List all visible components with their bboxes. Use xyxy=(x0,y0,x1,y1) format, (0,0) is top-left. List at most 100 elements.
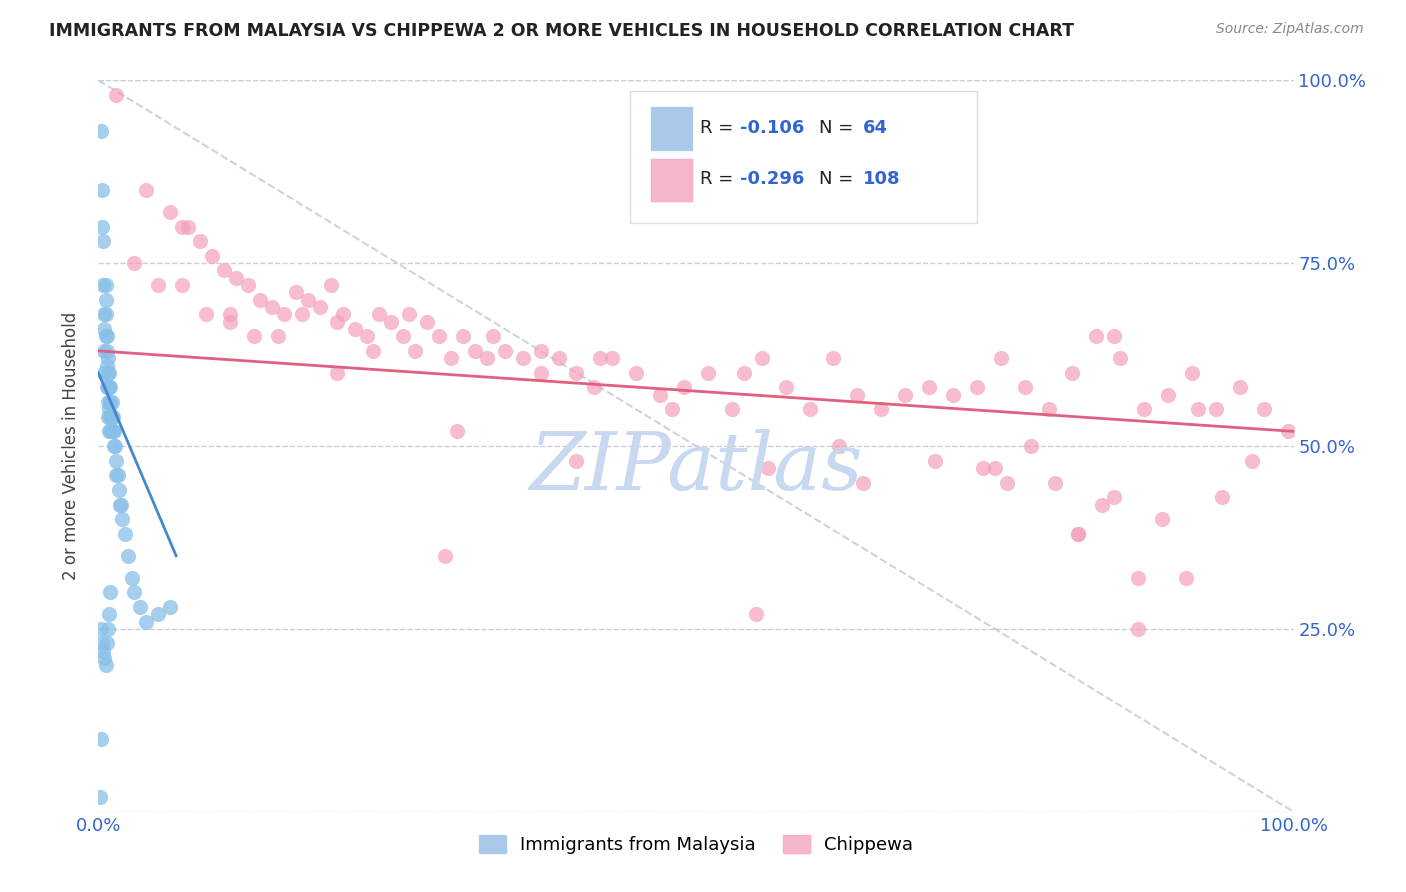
Point xyxy=(90,124,112,138)
Point xyxy=(135,615,157,629)
Point xyxy=(697,366,720,380)
Point xyxy=(249,293,271,307)
Point xyxy=(1277,425,1299,439)
Point xyxy=(159,599,181,614)
Point xyxy=(380,315,402,329)
Point xyxy=(135,183,157,197)
Point xyxy=(751,351,773,366)
Point xyxy=(219,315,242,329)
Point xyxy=(1067,526,1090,541)
Point xyxy=(745,607,768,622)
Point xyxy=(1128,622,1150,636)
Point xyxy=(966,380,988,394)
Point xyxy=(159,205,181,219)
Point xyxy=(129,599,152,614)
Point xyxy=(98,607,121,622)
Point xyxy=(94,278,117,293)
Text: -0.106: -0.106 xyxy=(740,119,804,136)
Point xyxy=(870,402,893,417)
Point xyxy=(308,300,330,314)
Point xyxy=(1175,571,1198,585)
Point xyxy=(195,307,218,321)
Point xyxy=(111,512,134,526)
Point xyxy=(212,263,235,277)
Point xyxy=(1211,490,1233,504)
Point xyxy=(148,278,170,293)
Point xyxy=(97,409,120,424)
Point xyxy=(94,307,117,321)
Point xyxy=(823,351,845,366)
Point xyxy=(673,380,696,394)
Point xyxy=(1109,351,1132,366)
Point xyxy=(1187,402,1209,417)
Point xyxy=(91,183,114,197)
Point xyxy=(1229,380,1251,394)
Text: N =: N = xyxy=(820,170,859,188)
Point xyxy=(583,380,606,394)
Point xyxy=(427,329,450,343)
Point xyxy=(91,636,114,650)
Point xyxy=(98,409,122,424)
Text: -0.296: -0.296 xyxy=(740,170,804,188)
Point xyxy=(100,425,122,439)
Point xyxy=(98,425,121,439)
Point xyxy=(103,439,125,453)
Point xyxy=(96,329,118,343)
Point xyxy=(494,343,516,358)
Point xyxy=(90,622,112,636)
Point xyxy=(1205,402,1227,417)
Point xyxy=(530,343,553,358)
Point xyxy=(1085,329,1108,343)
Point xyxy=(721,402,744,417)
Point xyxy=(93,322,115,336)
Point xyxy=(107,468,129,483)
Point xyxy=(98,380,121,394)
Point xyxy=(398,307,420,321)
Point xyxy=(1062,366,1084,380)
Point xyxy=(103,425,125,439)
Point xyxy=(475,351,498,366)
Text: 64: 64 xyxy=(863,119,889,136)
Point xyxy=(148,607,170,622)
Point xyxy=(273,307,295,321)
Point xyxy=(260,300,283,314)
Point xyxy=(894,388,917,402)
Point xyxy=(589,351,612,366)
Text: Source: ZipAtlas.com: Source: ZipAtlas.com xyxy=(1216,22,1364,37)
Point xyxy=(90,731,112,746)
Point xyxy=(105,453,128,467)
Text: R =: R = xyxy=(700,170,738,188)
Point xyxy=(321,278,343,293)
FancyBboxPatch shape xyxy=(651,159,692,201)
Point xyxy=(101,409,124,424)
Point xyxy=(93,651,115,665)
Point xyxy=(98,380,122,394)
Point xyxy=(972,461,994,475)
Point xyxy=(1091,498,1114,512)
Point xyxy=(1038,402,1060,417)
Point xyxy=(108,498,131,512)
Point xyxy=(995,475,1018,490)
Point xyxy=(924,453,946,467)
Point xyxy=(1133,402,1156,417)
Point xyxy=(363,343,385,358)
Point xyxy=(440,351,463,366)
Point xyxy=(1043,475,1066,490)
Point xyxy=(291,307,314,321)
Point xyxy=(990,351,1012,366)
Text: N =: N = xyxy=(820,119,859,136)
FancyBboxPatch shape xyxy=(651,107,692,150)
Point xyxy=(661,402,683,417)
Point xyxy=(97,366,120,380)
Text: R =: R = xyxy=(700,119,738,136)
Point xyxy=(97,380,120,394)
Point xyxy=(105,87,128,102)
Point xyxy=(188,234,211,248)
Point xyxy=(117,549,139,563)
Point xyxy=(326,315,349,329)
Point xyxy=(434,549,457,563)
Point xyxy=(1240,453,1263,467)
Point xyxy=(94,329,117,343)
Point xyxy=(225,270,247,285)
Point xyxy=(100,395,122,409)
